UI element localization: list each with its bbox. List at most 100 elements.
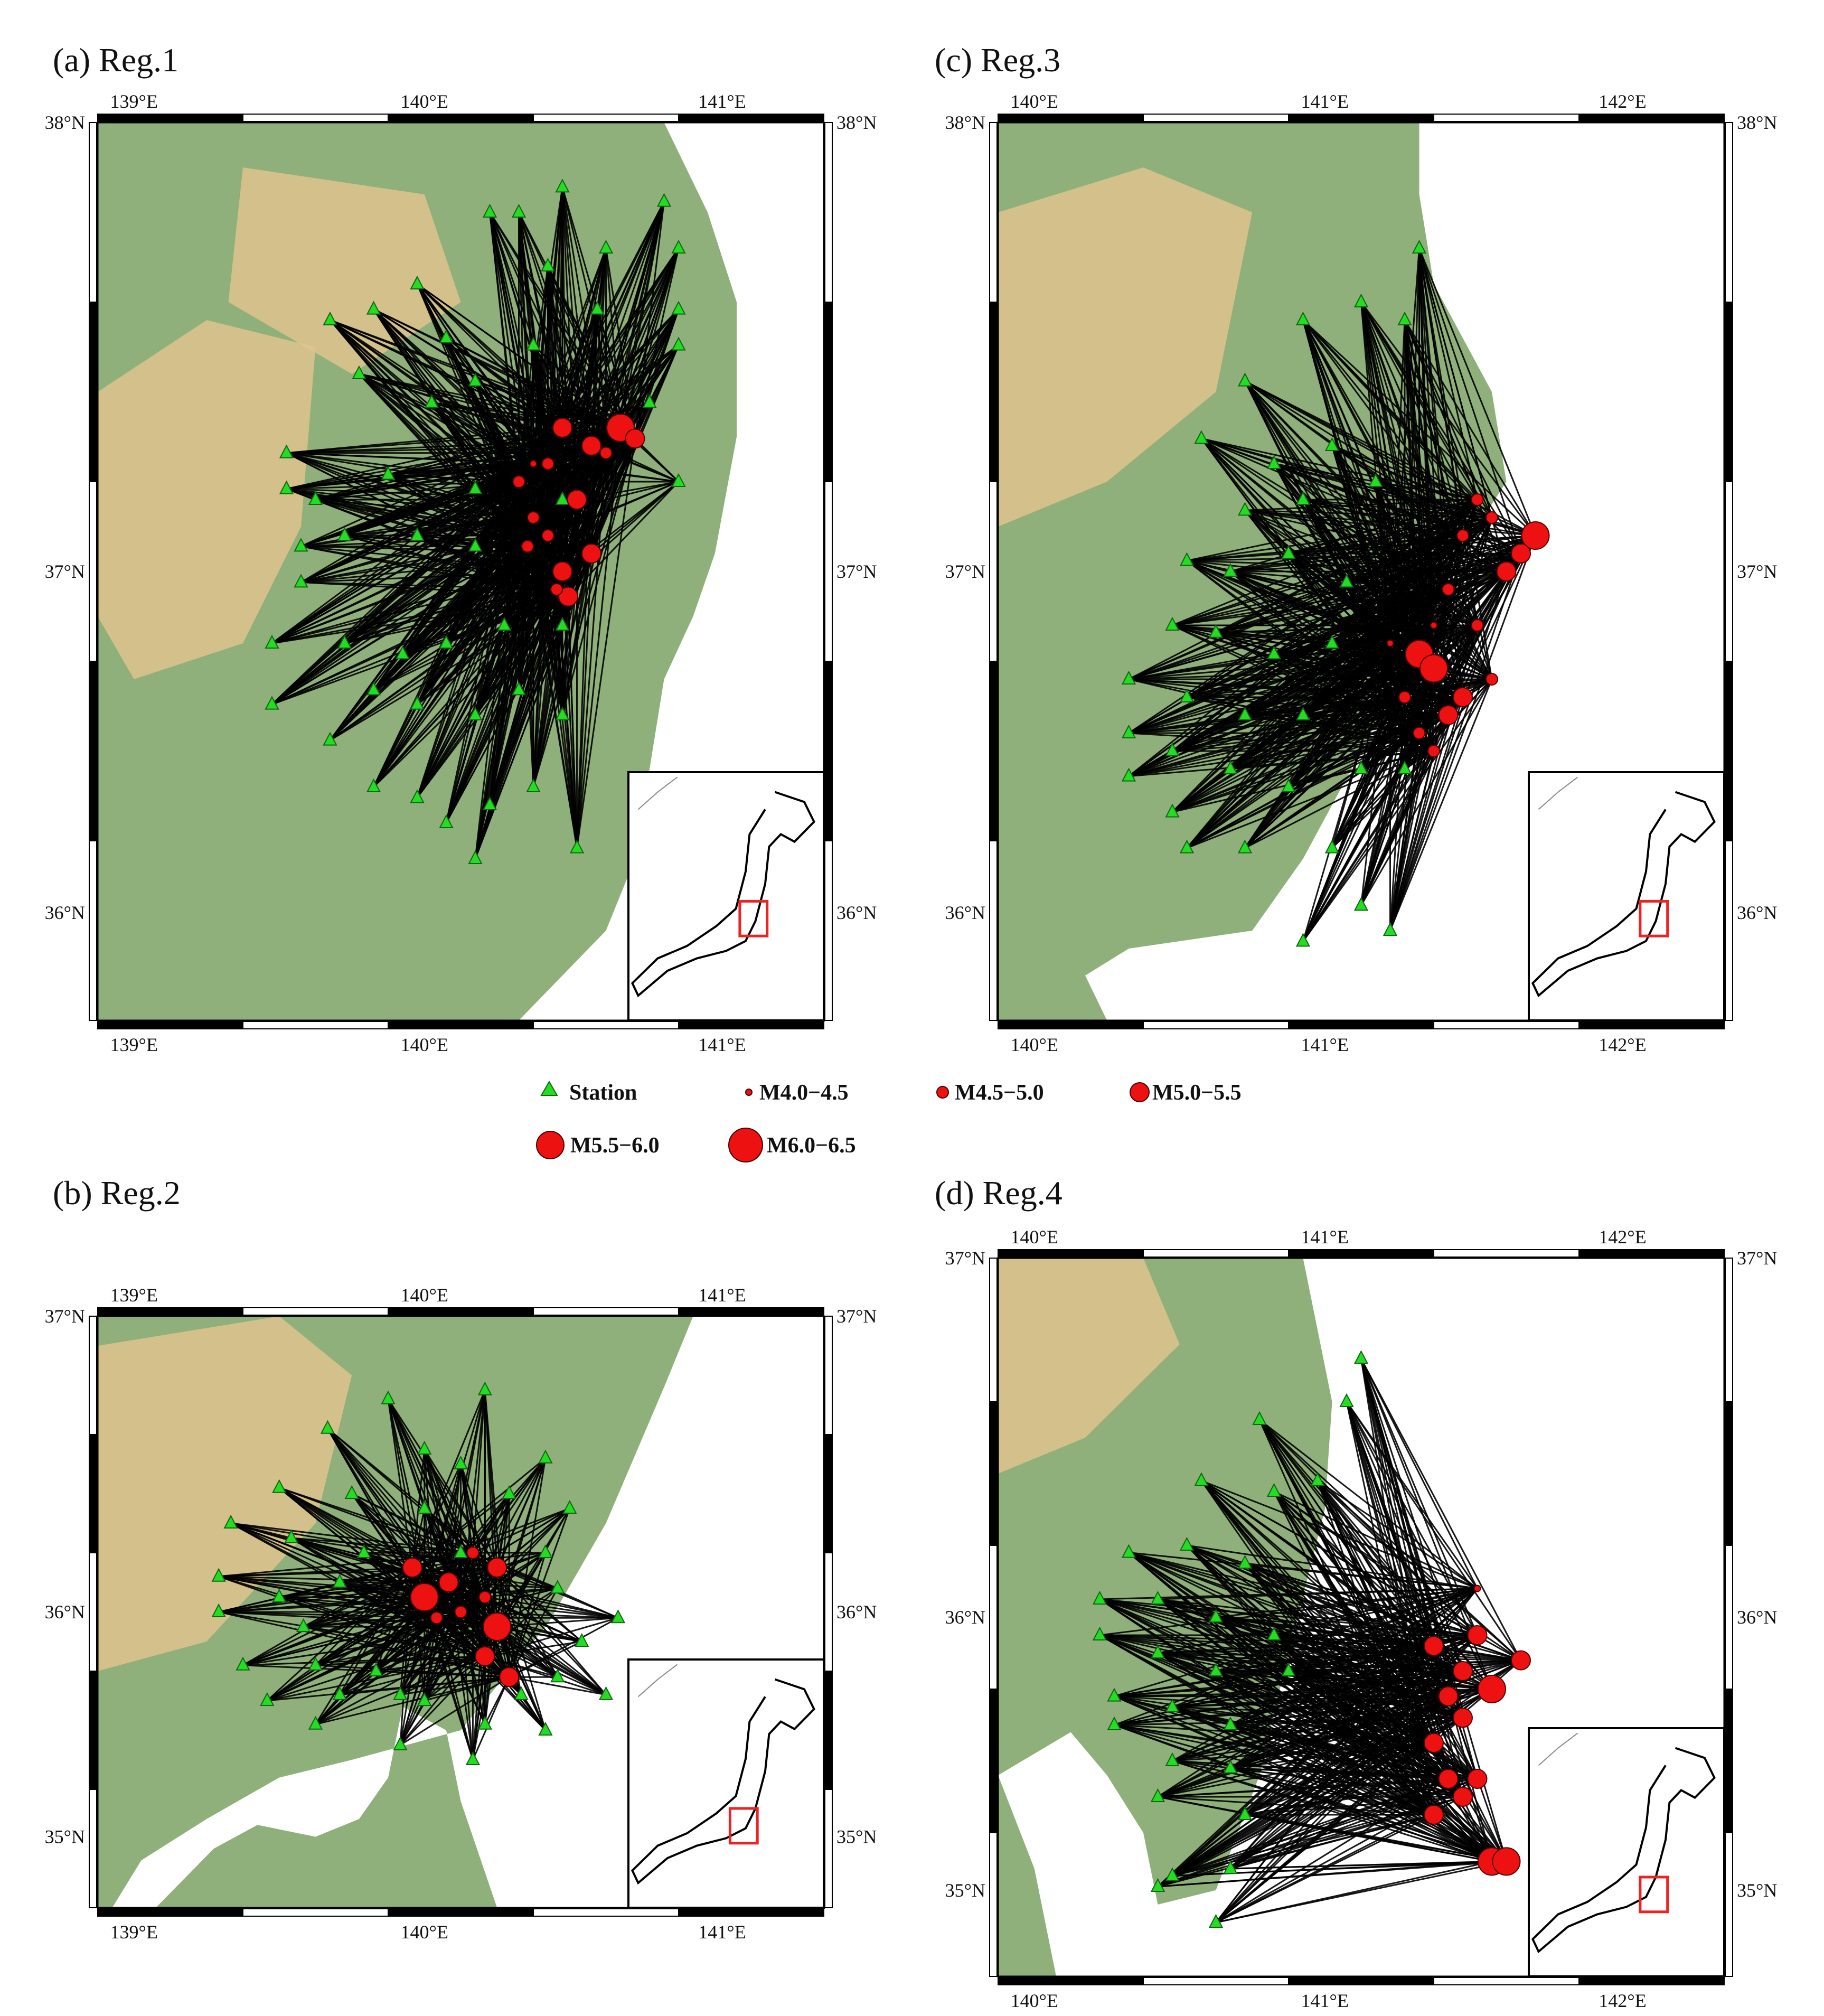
station-marker xyxy=(308,1715,323,1730)
station-marker xyxy=(1397,760,1412,774)
ray-path xyxy=(1244,380,1478,501)
lon-tick-top: 142°E xyxy=(1599,91,1646,112)
station-marker xyxy=(337,527,352,541)
ray-path xyxy=(474,481,520,859)
ray-path xyxy=(1389,643,1406,770)
event-marker xyxy=(1442,583,1455,596)
station-marker xyxy=(1150,1590,1165,1605)
event-marker xyxy=(1453,1661,1473,1681)
highland xyxy=(228,167,461,374)
ray-path xyxy=(436,1617,474,1760)
ray-path xyxy=(1244,643,1391,849)
scale-bar-left xyxy=(89,661,97,841)
station-marker xyxy=(1165,1752,1180,1766)
event-marker xyxy=(475,1646,495,1666)
event-marker xyxy=(625,428,645,449)
event-marker xyxy=(1471,493,1484,506)
inset-coastline xyxy=(1531,1747,1716,1954)
ray-path xyxy=(532,499,578,787)
scale-bar-bottom xyxy=(533,1021,679,1029)
event-marker xyxy=(1424,1733,1444,1753)
legend-m45-symbol xyxy=(936,1086,949,1099)
event-marker xyxy=(1453,1708,1473,1728)
event-marker xyxy=(550,583,563,596)
ray-path xyxy=(1404,320,1449,716)
ray-path xyxy=(388,427,563,475)
ray-path xyxy=(1360,679,1493,906)
ray-path xyxy=(315,463,534,501)
station-marker xyxy=(477,1715,492,1730)
scale-bar-left xyxy=(989,122,998,303)
ray-path xyxy=(532,345,563,428)
ray-path xyxy=(576,427,622,848)
event-marker xyxy=(1511,1650,1531,1671)
station-marker xyxy=(439,634,454,649)
ray-path xyxy=(339,1567,413,1695)
ray-path xyxy=(460,1611,474,1760)
scale-bar-top xyxy=(998,1249,1144,1258)
ray-path xyxy=(472,1552,547,1731)
lon-tick-bottom: 140°E xyxy=(401,1034,448,1055)
station-marker xyxy=(590,301,605,315)
station-marker xyxy=(1266,455,1282,469)
ray-path xyxy=(1186,732,1420,849)
station-marker xyxy=(284,1529,299,1543)
lat-tick-left: 38°N xyxy=(45,112,85,133)
station-marker xyxy=(482,796,497,810)
station-marker xyxy=(550,1580,565,1594)
scale-bar-left xyxy=(989,840,998,1021)
scale-bar-bottom xyxy=(1578,1021,1725,1029)
scale-bar-right xyxy=(1725,1545,1733,1690)
ray-path xyxy=(1216,1860,1507,1924)
station-marker xyxy=(468,372,483,387)
station-marker xyxy=(260,1692,275,1706)
ray-path xyxy=(484,1626,498,1724)
station-marker xyxy=(1266,1483,1282,1497)
scale-bar-top xyxy=(678,1307,824,1316)
station-marker xyxy=(1324,634,1340,649)
lat-tick-left: 37°N xyxy=(45,1306,85,1327)
scale-bar-right xyxy=(1725,1832,1733,1977)
inset-frame xyxy=(627,771,825,1021)
station-marker xyxy=(1150,1788,1165,1802)
scale-bar-top xyxy=(388,114,534,122)
scale-bar-left xyxy=(989,481,998,662)
scale-bar-left xyxy=(89,1671,97,1790)
scale-bar-bottom xyxy=(998,1977,1144,1985)
inset-map xyxy=(627,1658,825,1909)
scale-bar-left xyxy=(989,1689,998,1833)
station-marker xyxy=(352,365,366,379)
ray-path xyxy=(472,1676,510,1760)
ray-path xyxy=(271,463,534,705)
lat-tick-right: 35°N xyxy=(1737,1880,1777,1901)
ray-path xyxy=(230,1522,473,1554)
ray-path xyxy=(1216,1588,1478,1672)
ray-path xyxy=(1302,625,1435,942)
lat-tick-left: 36°N xyxy=(945,1607,985,1628)
ray-path xyxy=(1404,654,1420,770)
event-marker xyxy=(438,1572,459,1592)
station-marker xyxy=(1237,1806,1253,1820)
ray-path xyxy=(1157,1588,1478,1888)
ray-path xyxy=(1129,535,1536,680)
station-marker xyxy=(1339,1393,1354,1407)
scale-bar-top xyxy=(1288,114,1434,122)
scale-bar-bottom xyxy=(97,1908,243,1917)
ray-path xyxy=(373,546,529,787)
station-marker xyxy=(294,574,308,588)
ray-path xyxy=(1245,1562,1478,1590)
station-marker xyxy=(465,1751,481,1765)
station-marker xyxy=(1223,562,1238,577)
ray-path xyxy=(1201,1480,1478,1589)
inset-coastline xyxy=(1538,1732,1578,1766)
lon-tick-bottom: 141°E xyxy=(1301,1034,1349,1055)
lat-tick-right: 35°N xyxy=(836,1826,877,1848)
ray-path xyxy=(1288,535,1463,555)
ray-path xyxy=(1360,643,1391,770)
ray-path xyxy=(532,463,578,848)
inset-map xyxy=(1528,1727,1725,1977)
event-marker xyxy=(552,418,572,438)
ray-path xyxy=(1215,1778,1478,1924)
station-marker xyxy=(1237,706,1253,720)
